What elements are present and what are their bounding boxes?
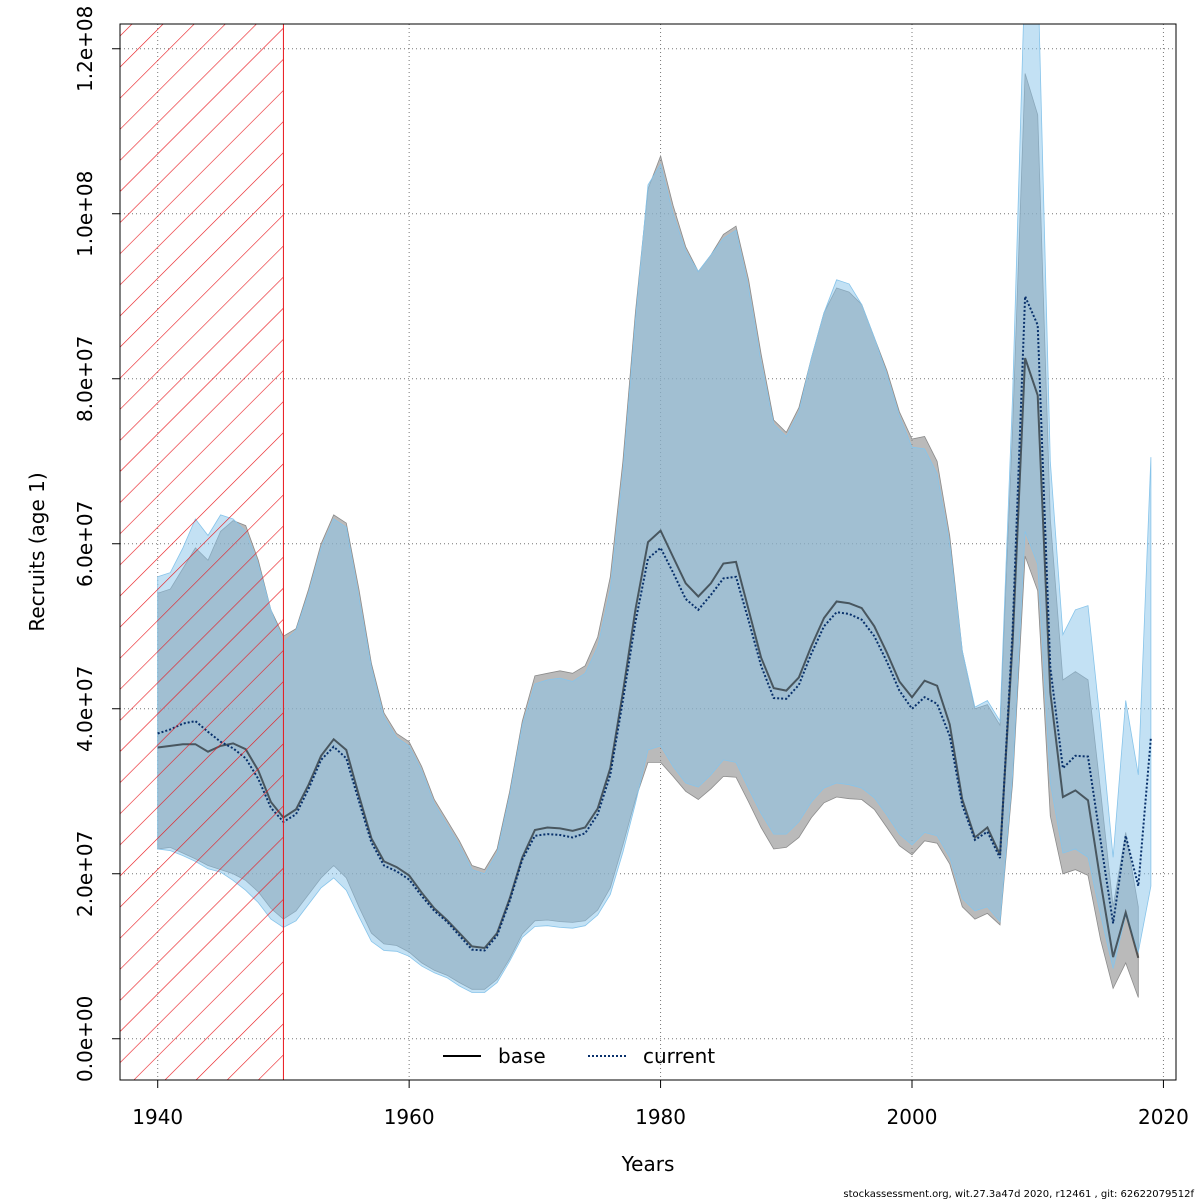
x-tick-label-2020: 2020 xyxy=(1138,1105,1189,1129)
base-series-line xyxy=(157,357,1140,959)
x-tick-label-2000: 2000 xyxy=(887,1105,938,1129)
plot-frame xyxy=(119,23,1177,1081)
hatched-period xyxy=(119,23,284,1081)
footer-credit: stockassessment.org, wit.27.3a47d 2020, … xyxy=(843,1189,1194,1200)
y-axis: 0.0e+00 2.0e+07 4.0e+07 6.0e+07 8.0e+07 1.0e+… xyxy=(73,6,120,1082)
x-tick-label-1980: 1980 xyxy=(635,1105,686,1129)
legend-current-label: current xyxy=(643,1044,715,1068)
confidence-bands xyxy=(157,24,1152,998)
current-confidence-band xyxy=(157,24,1152,993)
y-tick-label-2: 4.0e+07 xyxy=(73,666,97,752)
series-lines xyxy=(157,295,1152,959)
y-tick-label-3: 6.0e+07 xyxy=(73,501,97,587)
y-tick-label-5: 1.0e+08 xyxy=(73,171,97,257)
legend: base current xyxy=(443,1044,715,1068)
x-axis-title: Years xyxy=(621,1152,675,1176)
y-tick-label-6: 1.2e+08 xyxy=(73,6,97,92)
x-tick-label-1940: 1940 xyxy=(132,1105,183,1129)
y-tick-label-0: 0.0e+00 xyxy=(73,996,97,1082)
y-tick-label-4: 8.0e+07 xyxy=(73,336,97,422)
y-axis-title: Recruits (age 1) xyxy=(25,472,49,631)
y-tick-label-1: 2.0e+07 xyxy=(73,831,97,917)
x-tick-label-1960: 1960 xyxy=(384,1105,435,1129)
hatched-region xyxy=(119,23,284,1081)
current-series-line xyxy=(157,295,1152,952)
x-axis: 1940 1960 1980 2000 2020 xyxy=(132,1080,1189,1129)
legend-base-label: base xyxy=(498,1044,546,1068)
